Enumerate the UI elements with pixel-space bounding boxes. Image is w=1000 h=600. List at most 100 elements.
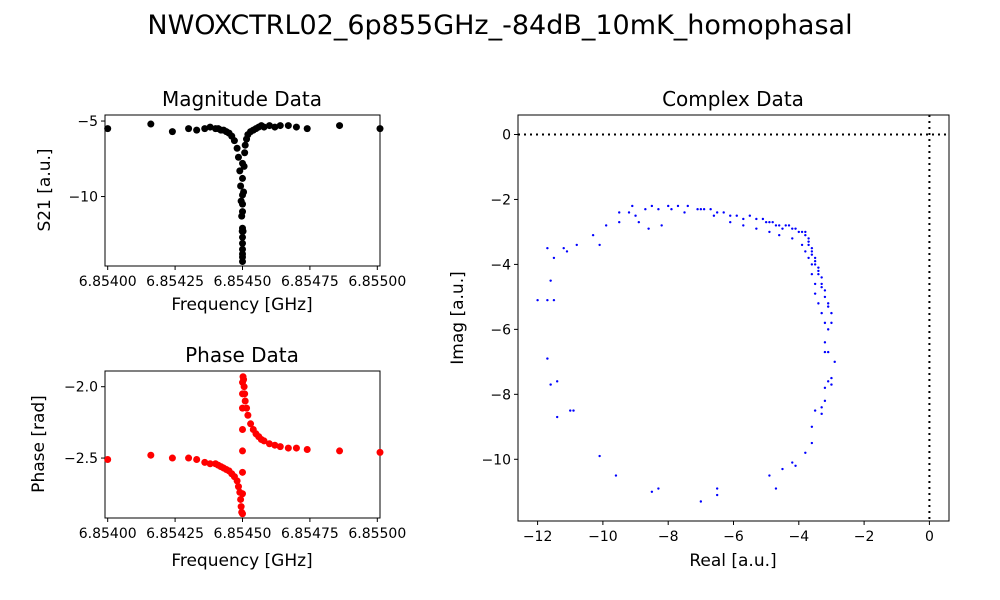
complex-axes-frame bbox=[517, 114, 950, 522]
phase-data-point bbox=[233, 477, 241, 485]
magnitude-data-point bbox=[237, 182, 245, 190]
complex-data-point bbox=[807, 237, 810, 240]
complex-data-point bbox=[807, 256, 810, 260]
phase-data-point bbox=[239, 510, 246, 518]
phase-data-point bbox=[260, 437, 268, 445]
complex-data-point bbox=[810, 253, 814, 256]
phase-data-point bbox=[239, 468, 246, 476]
complex-data-point bbox=[820, 412, 823, 416]
phase-data-point bbox=[240, 376, 248, 384]
complex-x-ticks: −12 −10 −8 −6 −4 −2 0 bbox=[523, 521, 934, 545]
complex-data-point bbox=[715, 487, 719, 490]
complex-data-point bbox=[810, 441, 814, 445]
complex-data-point bbox=[800, 243, 804, 247]
magnitude-y-tick-label: −5 bbox=[77, 114, 98, 130]
phase-data-point bbox=[241, 390, 249, 398]
phase-data-point bbox=[376, 448, 384, 456]
magnitude-y-label: S21 [a.u.] bbox=[35, 148, 55, 231]
complex-data-point bbox=[729, 214, 732, 217]
complex-data-point bbox=[729, 220, 732, 224]
magnitude-data-point bbox=[236, 167, 244, 175]
complex-data-point bbox=[810, 425, 814, 429]
complex-data-point bbox=[735, 214, 738, 217]
magnitude-data-point bbox=[265, 122, 273, 130]
complex-data-point bbox=[614, 474, 618, 477]
complex-data-point bbox=[791, 237, 794, 240]
complex-data-point bbox=[833, 360, 836, 364]
complex-data-point bbox=[604, 224, 608, 227]
complex-x-tick-label: −10 bbox=[588, 529, 618, 545]
complex-data-point bbox=[823, 341, 827, 344]
magnitude-data-point bbox=[292, 123, 300, 131]
complex-data-point bbox=[800, 230, 804, 234]
complex-data-point bbox=[768, 230, 771, 234]
magnitude-data-point bbox=[239, 227, 247, 235]
complex-data-point bbox=[830, 376, 833, 380]
phase-y-label: Phase [rad] bbox=[29, 395, 49, 493]
complex-data-point bbox=[830, 383, 833, 386]
complex-data-point bbox=[555, 380, 559, 383]
complex-data-point bbox=[591, 233, 595, 237]
complex-data-point bbox=[549, 383, 552, 386]
complex-data-point bbox=[804, 233, 807, 237]
complex-data-point bbox=[817, 302, 820, 305]
complex-data-point bbox=[823, 350, 827, 354]
magnitude-data-point bbox=[147, 120, 155, 128]
complex-x-tick-label: −2 bbox=[854, 529, 875, 545]
complex-data-point bbox=[575, 243, 578, 247]
magnitude-data-point bbox=[260, 123, 268, 131]
complex-y-tick-label: −2 bbox=[490, 192, 511, 208]
magnitude-data-point bbox=[241, 149, 249, 157]
magnitude-data-point bbox=[239, 250, 246, 258]
magnitude-x-ticks: 6.85400 6.85425 6.85450 6.85475 6.85500 bbox=[79, 266, 406, 290]
complex-x-tick-label: −8 bbox=[658, 529, 679, 545]
complex-data-point bbox=[787, 224, 791, 227]
complex-data-point bbox=[715, 211, 719, 214]
phase-points bbox=[104, 373, 384, 518]
complex-data-point bbox=[813, 259, 817, 263]
phase-plot: Phase Data 6.85400 6.85425 6.85450 6.85475 6… bbox=[29, 343, 406, 571]
complex-y-ticks: 0 −2 −4 −6 −8 −10 bbox=[481, 127, 518, 468]
magnitude-x-label: Frequency [GHz] bbox=[171, 295, 312, 315]
complex-data-point bbox=[774, 224, 778, 227]
complex-data-point bbox=[657, 207, 660, 211]
complex-data-point bbox=[637, 220, 641, 224]
complex-data-point bbox=[820, 282, 823, 286]
complex-data-point bbox=[722, 211, 725, 214]
complex-data-point bbox=[631, 204, 634, 208]
phase-x-tick-label: 6.85500 bbox=[348, 526, 406, 542]
complex-data-point bbox=[781, 467, 784, 471]
phase-data-point bbox=[271, 441, 279, 449]
complex-data-point bbox=[794, 227, 797, 230]
complex-data-point bbox=[817, 272, 820, 276]
phase-x-tick-label: 6.85450 bbox=[214, 526, 272, 542]
complex-data-point bbox=[813, 256, 817, 260]
complex-data-point bbox=[618, 220, 621, 224]
complex-data-point bbox=[627, 211, 631, 214]
phase-data-point bbox=[292, 444, 300, 452]
complex-data-point bbox=[813, 292, 817, 295]
complex-data-point bbox=[699, 207, 703, 211]
phase-y-tick-label: −2.5 bbox=[64, 451, 98, 467]
complex-data-point bbox=[555, 415, 559, 419]
complex-y-tick-label: −8 bbox=[490, 387, 511, 403]
complex-data-point bbox=[820, 311, 823, 315]
complex-y-tick-label: −4 bbox=[490, 257, 511, 273]
phase-data-point bbox=[201, 458, 209, 466]
complex-data-point bbox=[742, 224, 745, 227]
phase-y-ticks: −2.0 −2.5 bbox=[64, 380, 105, 467]
complex-data-point bbox=[657, 487, 660, 490]
phase-data-point bbox=[185, 454, 193, 462]
complex-data-point bbox=[686, 204, 689, 208]
phase-data-point bbox=[284, 444, 292, 452]
magnitude-data-point bbox=[233, 144, 241, 152]
complex-data-point bbox=[712, 214, 716, 217]
magnitude-data-point bbox=[168, 128, 176, 136]
complex-data-point bbox=[768, 474, 771, 477]
magnitude-x-tick-label: 6.85400 bbox=[79, 274, 137, 290]
phase-data-point bbox=[336, 447, 344, 455]
complex-data-point bbox=[823, 321, 827, 325]
phase-data-point bbox=[104, 455, 112, 463]
complex-data-point bbox=[552, 298, 556, 302]
